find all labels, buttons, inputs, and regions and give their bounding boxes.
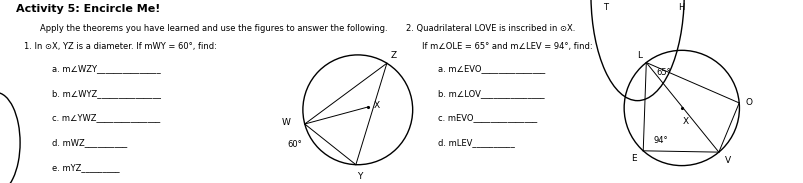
Text: b. m∠LOV_______________: b. m∠LOV_______________ bbox=[438, 89, 544, 98]
Text: 2. Quadrilateral LOVE is inscribed in ⊙X.: 2. Quadrilateral LOVE is inscribed in ⊙X… bbox=[406, 24, 575, 33]
Text: 60°: 60° bbox=[287, 141, 302, 150]
Text: 65°: 65° bbox=[655, 68, 670, 77]
Text: Apply the theorems you have learned and use the figures to answer the following.: Apply the theorems you have learned and … bbox=[40, 24, 387, 33]
Text: X: X bbox=[373, 101, 380, 110]
Text: Z: Z bbox=[390, 51, 397, 60]
Text: O: O bbox=[744, 98, 752, 107]
Text: 94°: 94° bbox=[653, 136, 667, 145]
Text: a. m∠EVO_______________: a. m∠EVO_______________ bbox=[438, 64, 544, 73]
Text: X: X bbox=[682, 117, 688, 126]
Text: b. m∠WYZ_______________: b. m∠WYZ_______________ bbox=[52, 89, 161, 98]
Text: Y: Y bbox=[357, 172, 362, 181]
Text: T: T bbox=[602, 3, 607, 12]
Text: V: V bbox=[724, 156, 731, 165]
Text: 1. In ⊙X, YZ is a diameter. If mWY = 60°, find:: 1. In ⊙X, YZ is a diameter. If mWY = 60°… bbox=[24, 42, 217, 51]
Text: d. mLEV__________: d. mLEV__________ bbox=[438, 138, 515, 147]
Text: d. mWZ__________: d. mWZ__________ bbox=[52, 138, 128, 147]
Text: E: E bbox=[630, 154, 636, 163]
Text: L: L bbox=[637, 51, 642, 60]
Text: Activity 5: Encircle Me!: Activity 5: Encircle Me! bbox=[16, 4, 161, 14]
Text: e. mYZ_________: e. mYZ_________ bbox=[52, 163, 120, 172]
Text: If m∠OLE = 65° and m∠LEV = 94°, find:: If m∠OLE = 65° and m∠LEV = 94°, find: bbox=[422, 42, 592, 51]
Text: W: W bbox=[281, 118, 290, 127]
Text: a. m∠WZY_______________: a. m∠WZY_______________ bbox=[52, 64, 161, 73]
Text: c. m∠YWZ_______________: c. m∠YWZ_______________ bbox=[52, 113, 161, 122]
Text: c. mEVO_______________: c. mEVO_______________ bbox=[438, 113, 536, 122]
Text: H: H bbox=[678, 3, 684, 12]
